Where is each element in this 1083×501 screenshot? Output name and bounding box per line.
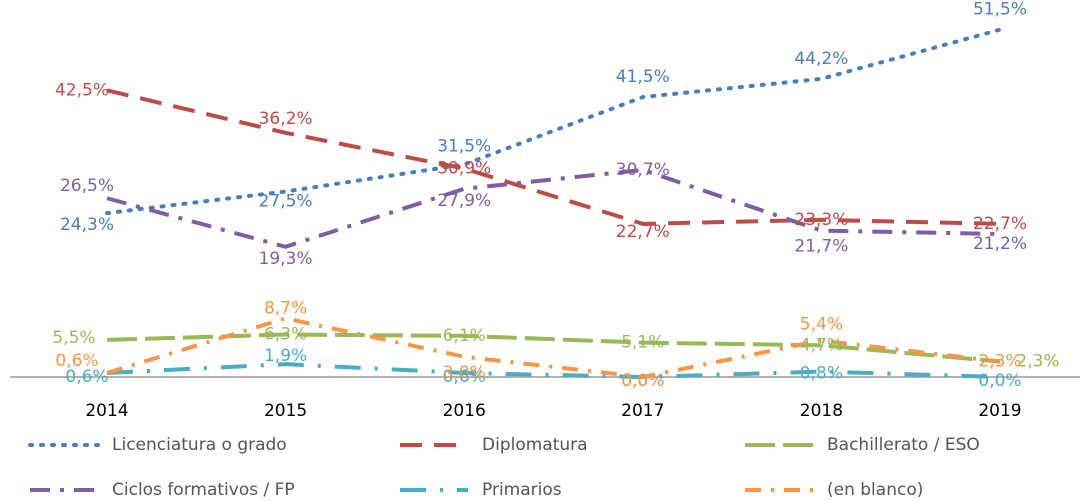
data-label: 1,9% bbox=[264, 346, 307, 366]
data-label: 0,6% bbox=[443, 367, 486, 387]
x-tick-label: 2015 bbox=[264, 401, 307, 421]
data-label: 8,7% bbox=[264, 298, 307, 318]
data-label: 21,7% bbox=[794, 237, 848, 257]
x-tick-label: 2014 bbox=[85, 401, 128, 421]
data-label: 0,0% bbox=[621, 371, 664, 391]
series-line bbox=[106, 332, 1001, 364]
data-label: 0,0% bbox=[978, 371, 1021, 391]
data-label: 36,2% bbox=[259, 109, 313, 129]
legend-label: Ciclos formativos / FP bbox=[112, 480, 295, 500]
data-label: 0,6% bbox=[55, 351, 98, 371]
data-label: 6,3% bbox=[264, 325, 307, 345]
legend-label: (en blanco) bbox=[827, 480, 923, 500]
data-label: 30,7% bbox=[616, 160, 670, 180]
x-tick-label: 2017 bbox=[621, 401, 664, 421]
data-label: 5,4% bbox=[800, 315, 843, 335]
data-label: 27,5% bbox=[259, 192, 313, 212]
data-label: 5,5% bbox=[52, 328, 95, 348]
data-label: 0,8% bbox=[800, 364, 843, 384]
data-label: 6,1% bbox=[443, 326, 486, 346]
series-line bbox=[105, 27, 1002, 216]
data-label: 22,7% bbox=[616, 222, 670, 242]
series-line bbox=[106, 88, 1001, 226]
x-tick-label: 2018 bbox=[800, 401, 843, 421]
legend-label: Primarios bbox=[482, 480, 562, 500]
data-label: 2,3% bbox=[1016, 351, 1059, 371]
legend-label: Diplomatura bbox=[482, 435, 588, 455]
x-tick-label: 2016 bbox=[443, 401, 486, 421]
data-label: 3,0% bbox=[443, 363, 486, 383]
data-label: 41,5% bbox=[616, 67, 670, 87]
data-label: 0,0% bbox=[621, 371, 664, 391]
data-label: 21,2% bbox=[973, 234, 1027, 254]
data-label: 51,5% bbox=[973, 0, 1027, 20]
legend-label: Bachillerato / ESO bbox=[827, 435, 980, 455]
legend-label: Licenciatura o grado bbox=[112, 435, 287, 455]
data-label: 23,3% bbox=[794, 210, 848, 230]
data-label: 24,3% bbox=[60, 215, 114, 235]
data-label: 42,5% bbox=[55, 80, 109, 100]
data-label: 27,9% bbox=[437, 191, 491, 211]
data-label: 44,2% bbox=[794, 49, 848, 69]
data-label: 26,5% bbox=[60, 176, 114, 196]
data-label: 30,9% bbox=[437, 159, 491, 179]
data-label: 22,7% bbox=[973, 214, 1027, 234]
x-tick-label: 2019 bbox=[978, 401, 1021, 421]
data-label: 0,6% bbox=[65, 367, 108, 387]
data-label: 2,3% bbox=[978, 351, 1021, 371]
series-line bbox=[106, 362, 1001, 380]
series-line bbox=[106, 167, 1001, 249]
data-label: 5,1% bbox=[621, 333, 664, 353]
data-label: 4,7% bbox=[800, 335, 843, 355]
data-label: 31,5% bbox=[437, 137, 491, 157]
data-label: 19,3% bbox=[259, 249, 313, 269]
